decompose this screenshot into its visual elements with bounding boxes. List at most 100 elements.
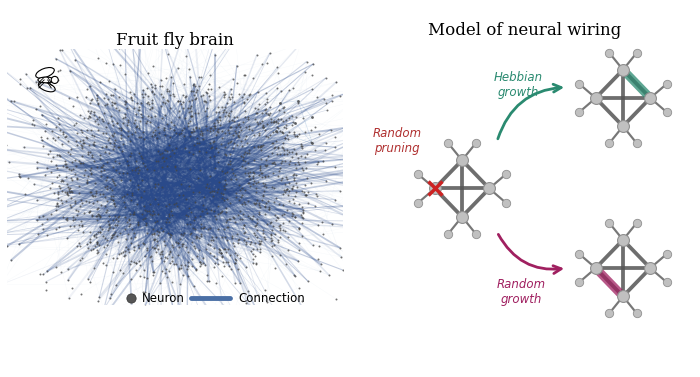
Point (198, 98, 209, 104)
Point (175, 181, 186, 187)
Point (67, 214, 78, 220)
Point (255, 241, 266, 247)
Point (90, 213, 101, 219)
Point (255, 238, 266, 244)
Point (212, 203, 223, 209)
Point (103, 222, 114, 228)
Point (279, 147, 290, 153)
Point (156, 251, 167, 257)
Point (84, 209, 95, 215)
Point (126, 235, 137, 241)
Point (152, 28, 163, 34)
Point (273, 222, 284, 228)
Point (191, 124, 202, 130)
Point (195, 74, 206, 80)
Point (254, 209, 265, 215)
Point (96, 164, 107, 170)
Point (81, 177, 92, 183)
Point (116, 127, 127, 133)
Point (261, 299, 272, 305)
Point (186, 113, 197, 120)
Point (220, 152, 232, 158)
Point (183, 273, 194, 279)
Point (3, 159, 14, 165)
Point (148, 269, 159, 275)
Point (152, 228, 163, 234)
Point (255, 144, 266, 150)
Point (140, 42, 151, 48)
Point (196, 130, 207, 136)
Point (206, 295, 217, 301)
Point (95, 168, 106, 174)
Point (76, 143, 88, 149)
Point (77, 153, 88, 159)
Point (18, 144, 29, 150)
Point (125, 19, 136, 25)
Point (384, 125, 395, 131)
Point (286, 149, 297, 155)
Point (91, 95, 102, 101)
Point (200, 149, 211, 155)
Point (374, 224, 385, 230)
Point (274, 168, 285, 174)
Point (141, 118, 153, 124)
Point (136, 193, 147, 199)
Point (298, 215, 309, 221)
Point (122, 133, 134, 139)
Point (52, 68, 64, 74)
Point (256, 147, 267, 153)
Point (46, 180, 57, 186)
Point (61, 181, 72, 187)
Point (27, 121, 38, 127)
Point (218, 107, 229, 113)
Point (152, 231, 163, 238)
Point (256, 197, 267, 203)
Point (301, 165, 312, 171)
Point (258, 142, 269, 148)
Point (213, 316, 224, 322)
Point (140, 222, 151, 228)
Point (470, 140, 482, 146)
Point (46, 129, 57, 135)
Point (140, 289, 151, 295)
Point (233, 197, 244, 203)
Point (261, 110, 272, 116)
Point (257, 174, 268, 180)
Point (0, 206, 5, 212)
Point (120, 204, 131, 210)
Point (139, 207, 150, 213)
Point (116, 125, 127, 131)
Point (264, 51, 275, 57)
Point (191, 139, 202, 146)
Point (195, 128, 206, 134)
Point (108, 146, 119, 152)
Point (92, 101, 104, 107)
Point (388, 172, 399, 178)
Point (136, 91, 148, 97)
Point (0, 92, 6, 98)
Point (68, 217, 79, 223)
Point (307, 86, 318, 92)
Point (293, 239, 304, 245)
Point (193, 234, 204, 241)
Point (254, 241, 265, 247)
Point (258, 188, 269, 194)
Point (66, 175, 77, 181)
Point (225, 161, 236, 167)
Point (73, 208, 84, 214)
Point (108, 61, 119, 67)
Point (88, 142, 99, 148)
Point (268, 242, 279, 248)
Point (295, 143, 307, 149)
Point (276, 129, 288, 135)
Point (114, 21, 125, 28)
Point (149, 181, 160, 187)
Point (255, 245, 266, 251)
Point (264, 206, 275, 212)
Point (6, 98, 17, 104)
Point (219, 113, 230, 119)
Point (153, 246, 164, 252)
Point (58, 162, 69, 169)
Point (192, 135, 203, 141)
Point (293, 247, 304, 253)
